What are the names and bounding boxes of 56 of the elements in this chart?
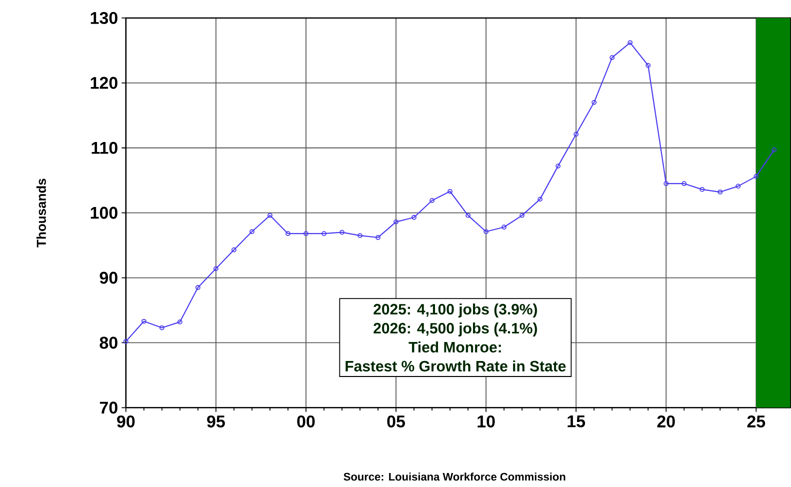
- point: [466, 213, 470, 218]
- x-tick-label: 90: [117, 416, 135, 428]
- point: [177, 320, 182, 325]
- y-tick-label: 70: [100, 402, 118, 414]
- x-tick-label: 15: [568, 416, 586, 428]
- y-tick-label: 100: [90, 207, 118, 220]
- point: [231, 248, 236, 252]
- source-note: Source: Louisiana Workforce Commission: [344, 472, 566, 481]
- x-tick-label: 95: [207, 416, 225, 428]
- annotation: Tied Monroe:: [408, 342, 501, 353]
- point: [718, 190, 723, 195]
- point: [430, 198, 434, 204]
- point: [250, 229, 254, 234]
- point: [700, 187, 705, 192]
- point: [628, 40, 633, 46]
- x-tick-label: 20: [657, 416, 675, 428]
- point: [376, 235, 380, 240]
- x-tick-label: 05: [387, 416, 405, 428]
- point: [538, 196, 543, 202]
- point: [556, 164, 561, 169]
- point: [502, 224, 506, 230]
- point: [358, 233, 362, 238]
- x-tick-label: 00: [297, 416, 315, 428]
- point: [574, 132, 579, 137]
- point: [394, 220, 398, 225]
- annotation: Fastest % Growth Rate in State: [346, 360, 566, 372]
- point: [412, 215, 416, 220]
- point: [141, 319, 146, 324]
- point: [268, 213, 272, 218]
- point: [322, 231, 326, 236]
- point: [286, 231, 290, 236]
- point: [754, 174, 759, 180]
- annotation: 2025: 4,100 jobs (3.9%): [374, 304, 537, 318]
- point: [340, 230, 344, 235]
- y-tick-label: 80: [100, 336, 118, 349]
- y-axis-title: Thousands: [36, 178, 46, 248]
- point: [304, 231, 308, 236]
- y-tick-label: 120: [90, 77, 118, 90]
- point: [682, 181, 687, 186]
- point: [592, 100, 597, 106]
- y-tick-label: 110: [92, 142, 118, 154]
- point: [736, 184, 741, 189]
- point: [610, 55, 615, 60]
- point: [646, 63, 651, 68]
- x-tick-label: 10: [478, 416, 495, 428]
- point: [195, 285, 200, 290]
- annotation: 2026: 4,500 jobs (4.1%): [374, 322, 537, 337]
- point: [213, 266, 218, 272]
- point: [520, 213, 524, 218]
- point: [484, 229, 488, 234]
- y-tick-label: 130: [90, 12, 118, 24]
- point: [664, 181, 669, 186]
- point: [448, 189, 452, 194]
- point: [159, 326, 164, 330]
- x-tick-label: 25: [747, 416, 766, 428]
- y-tick-label: 90: [100, 272, 118, 284]
